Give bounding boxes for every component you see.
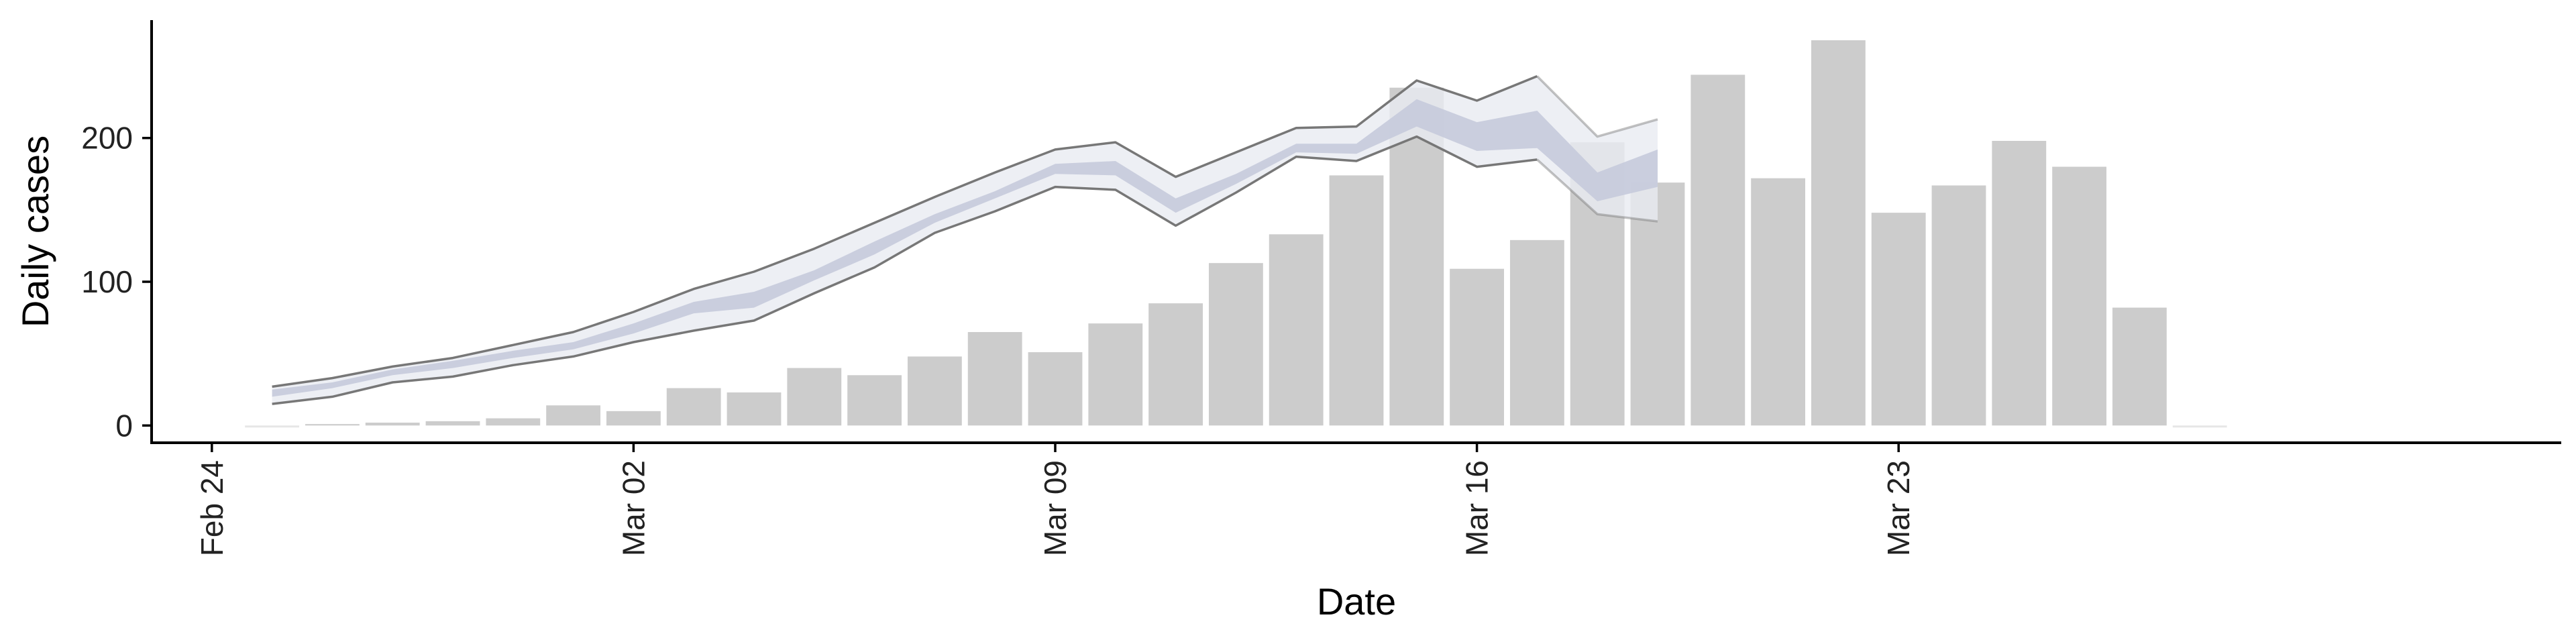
- bar-2020-03-07: [907, 356, 962, 426]
- bar-2020-03-24: [1931, 185, 1986, 426]
- bar-2020-03-04: [727, 392, 782, 426]
- estimate-bands-layer: [272, 74, 1658, 405]
- bar-2020-03-06: [847, 375, 902, 426]
- x-tick-label-2020-03-09: Mar 09: [1038, 460, 1073, 556]
- y-tick-label-100: 100: [81, 264, 133, 299]
- outer-lower-line: [272, 135, 1538, 405]
- bar-2020-03-10: [1088, 323, 1143, 426]
- axes-layer: [150, 20, 2561, 444]
- bar-2020-03-22: [1811, 40, 1866, 426]
- bar-2020-03-01: [546, 405, 601, 426]
- bar-2020-03-17: [1509, 239, 1564, 426]
- x-tick-label-2020-03-23: Mar 23: [1881, 460, 1916, 556]
- bars-layer: [245, 40, 2227, 428]
- y-ticks: 0 100 200: [81, 121, 152, 443]
- x-tick-label-2020-02-24: Feb 24: [195, 460, 229, 556]
- bar-2020-03-08: [967, 332, 1022, 426]
- bar-2020-03-27: [2112, 307, 2167, 426]
- bar-2020-03-21: [1751, 178, 1806, 426]
- bar-2020-02-25: [245, 425, 300, 428]
- bar-2020-03-05: [787, 368, 842, 426]
- bar-2020-03-28: [2172, 425, 2227, 428]
- outer-lower-line-recent: [1536, 158, 1658, 223]
- x-tick-label-2020-03-02: Mar 02: [616, 460, 651, 556]
- x-ticks: Feb 24 Mar 02 Mar 09 Mar 16 Mar 23: [195, 443, 1916, 556]
- inner-interval-band: [272, 99, 1658, 397]
- x-tick-label-2020-03-16: Mar 16: [1460, 460, 1495, 556]
- x-axis-title: Date: [1317, 580, 1396, 623]
- outer-upper-line: [272, 74, 1538, 388]
- outer-interval-band: [272, 76, 1658, 405]
- bar-2020-02-26: [305, 424, 360, 426]
- bar-2020-03-26: [2052, 166, 2107, 426]
- bar-2020-03-12: [1208, 263, 1263, 426]
- bar-2020-03-03: [666, 388, 721, 426]
- bar-2020-03-02: [606, 411, 661, 426]
- bar-2020-03-14: [1329, 175, 1384, 426]
- bar-2020-03-11: [1148, 303, 1203, 426]
- y-axis-title: Daily cases: [14, 136, 56, 327]
- bar-2020-03-16: [1450, 268, 1505, 426]
- y-tick-label-200: 200: [81, 121, 133, 156]
- bar-2020-02-29: [486, 418, 541, 426]
- bar-2020-03-13: [1269, 234, 1324, 426]
- bar-2020-03-20: [1690, 74, 1746, 426]
- bar-2020-03-25: [1992, 141, 2047, 426]
- outer-upper-line-recent: [1536, 75, 1658, 138]
- bar-2020-03-23: [1871, 213, 1926, 426]
- bar-2020-03-09: [1028, 352, 1083, 426]
- y-tick-label-0: 0: [115, 408, 133, 443]
- bar-2020-03-19: [1630, 182, 1685, 426]
- bar-2020-02-27: [365, 423, 420, 426]
- bar-2020-02-28: [425, 421, 480, 426]
